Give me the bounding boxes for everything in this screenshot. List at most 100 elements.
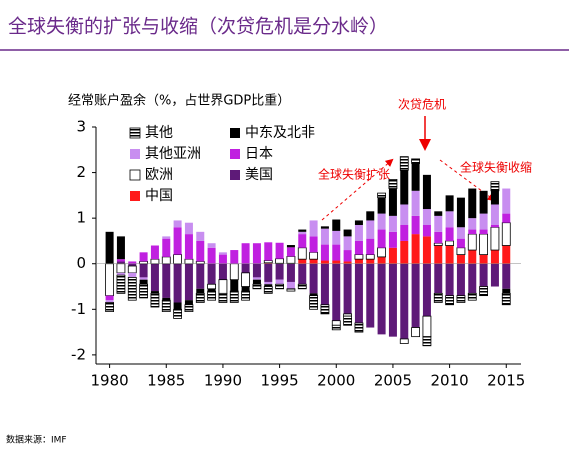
bar-segment	[162, 264, 170, 298]
bar-segment	[434, 264, 442, 294]
bar-segment	[321, 245, 329, 261]
bar-segment	[174, 227, 182, 254]
annotation: 次贷危机	[398, 98, 446, 112]
bar-segment	[446, 211, 454, 227]
bar-segment	[117, 275, 125, 293]
bar-segment	[434, 232, 442, 243]
bar-segment	[502, 189, 510, 214]
bar-segment	[106, 264, 114, 296]
bar-segment	[446, 195, 454, 211]
bar-segment	[310, 296, 318, 310]
bar-segment	[253, 277, 261, 279]
bar-segment	[434, 211, 442, 216]
bar-segment	[185, 300, 193, 305]
bar-segment	[366, 239, 374, 255]
bar-segment	[468, 189, 476, 219]
bar-segment	[174, 302, 182, 309]
bar-segment	[355, 255, 363, 260]
bar-segment	[502, 264, 510, 289]
bar-segment	[253, 284, 261, 289]
bar-segment	[310, 236, 318, 252]
bar-segment	[491, 182, 499, 191]
bar-segment	[468, 218, 476, 229]
bar-segment	[162, 236, 170, 238]
legend-label: 其他	[145, 125, 173, 141]
y-tick-label: 0	[76, 254, 86, 272]
bar-segment	[491, 227, 499, 250]
bar-segment	[344, 316, 352, 325]
bar-segment	[378, 264, 386, 335]
bar-segment	[423, 175, 431, 209]
bar-segment	[457, 198, 465, 228]
bar-segment	[491, 204, 499, 225]
bar-segment	[423, 236, 431, 263]
bar-segment	[321, 226, 329, 228]
bar-segment	[298, 264, 306, 285]
bar-segment	[174, 255, 182, 264]
legend-label: 中东及北非	[245, 125, 315, 141]
bar-segment	[287, 282, 295, 289]
legend-label: 中国	[145, 188, 173, 204]
bar-segment	[162, 257, 170, 264]
bar-segment	[355, 225, 363, 241]
bar-segment	[230, 264, 238, 280]
bar-segment	[344, 264, 352, 314]
bar-segment	[434, 246, 442, 264]
bar-segment	[219, 293, 227, 302]
bar-segment	[140, 280, 148, 285]
bar-segment	[219, 255, 227, 264]
bar-segment	[185, 259, 193, 264]
bar-segment	[389, 248, 397, 264]
bar-segment	[106, 296, 114, 301]
bar-segment	[196, 293, 204, 302]
bar-segment	[332, 264, 340, 321]
bar-segment	[400, 157, 408, 171]
bar-segment	[366, 220, 374, 238]
bar-segment	[491, 250, 499, 264]
bar-segment	[196, 289, 204, 294]
bar-segment	[332, 245, 340, 261]
bar-segment	[242, 264, 250, 273]
bar-segment	[208, 243, 216, 248]
x-tick-label: 2005	[374, 372, 412, 390]
bar-segment	[196, 261, 204, 263]
bar-segment	[412, 159, 420, 164]
x-tick-label: 2010	[431, 372, 469, 390]
annotation: 全球失衡扩张	[318, 167, 390, 182]
bar-segment	[276, 280, 284, 285]
legend-swatch	[230, 170, 240, 180]
bar-segment	[412, 163, 420, 190]
bar-segment	[412, 234, 420, 264]
bar-segment	[242, 273, 250, 287]
bar-segment	[208, 248, 216, 264]
bar-segment	[321, 305, 329, 314]
bar-segment	[446, 296, 454, 305]
bar-segment	[140, 261, 148, 263]
bar-segment	[242, 291, 250, 300]
bar-segment	[502, 289, 510, 294]
bar-segment	[480, 230, 488, 235]
bar-segment	[208, 264, 216, 285]
bar-segment	[106, 302, 114, 311]
bar-segment	[480, 287, 488, 296]
bar-segment	[344, 230, 352, 237]
bar-segment	[332, 261, 340, 264]
bar-segment	[310, 220, 318, 236]
x-tick-label: 1995	[261, 372, 299, 390]
legend-swatch	[130, 191, 140, 201]
bar-segment	[310, 264, 318, 294]
source: 数据来源：IMF	[6, 434, 67, 446]
bar-segment	[151, 293, 159, 307]
bar-segment	[378, 214, 386, 230]
bar-segment	[480, 191, 488, 214]
bar-segment	[457, 255, 465, 264]
bar-segment	[389, 216, 397, 232]
y-tick-label: 2	[76, 163, 86, 181]
bar-segment	[457, 227, 465, 238]
bar-segment	[298, 232, 306, 234]
y-tick-label: -1	[71, 300, 86, 318]
bar-segment	[412, 328, 420, 337]
bar-segment	[468, 264, 476, 294]
bar-segment	[264, 261, 272, 263]
